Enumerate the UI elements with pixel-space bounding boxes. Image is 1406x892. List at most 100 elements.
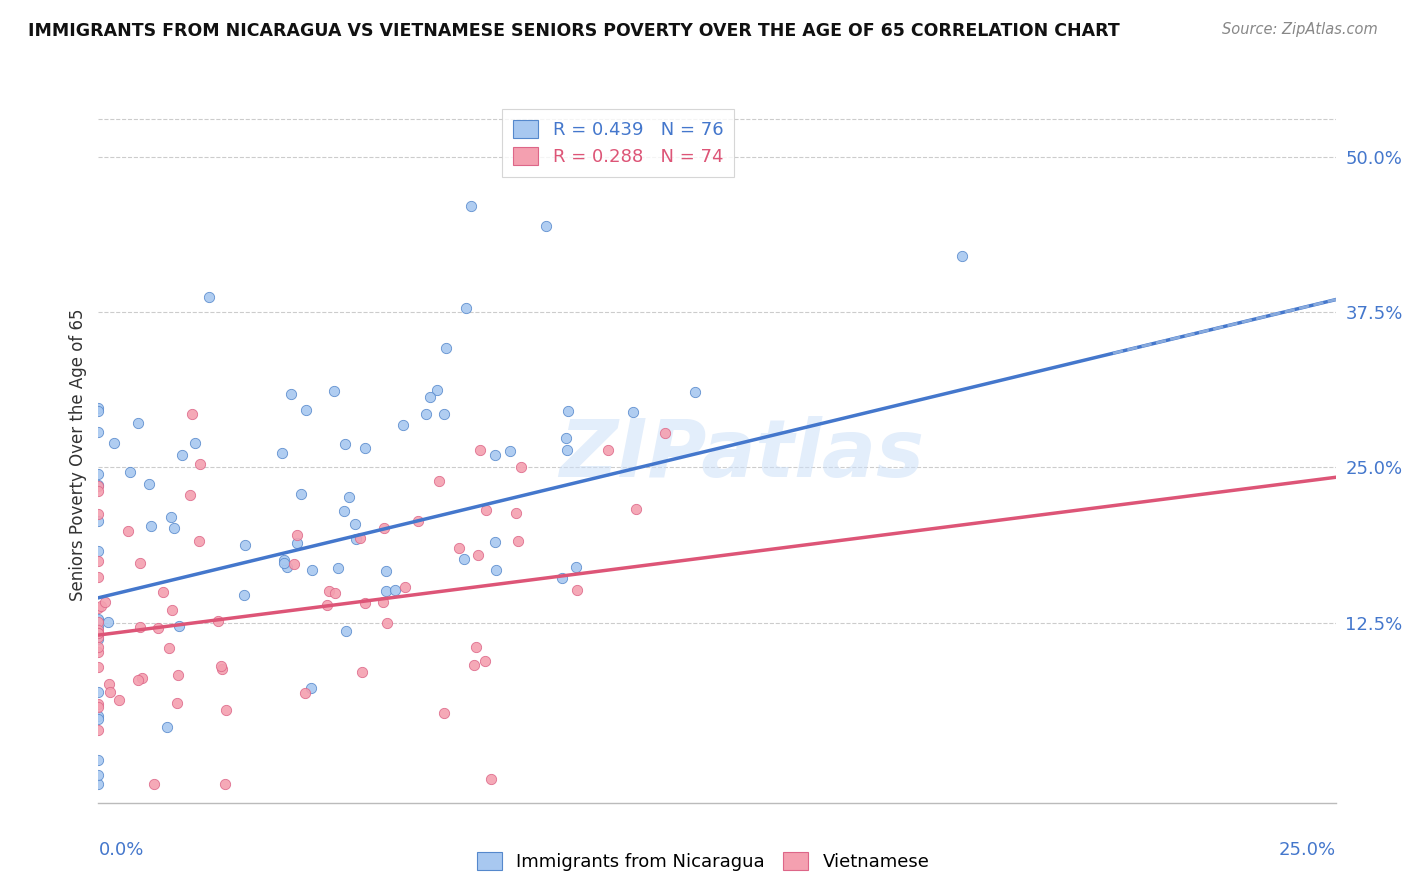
Point — [273, 553, 295, 567]
Point — [87, 467, 110, 482]
Point — [87, 483, 110, 498]
Point — [87, 514, 110, 528]
Point — [87, 684, 110, 698]
Point — [474, 503, 496, 517]
Point — [87, 697, 110, 711]
Point — [97, 615, 120, 629]
Point — [143, 777, 166, 791]
Point — [318, 583, 340, 598]
Point — [98, 685, 121, 699]
Point — [333, 437, 356, 451]
Point — [87, 632, 110, 646]
Point — [87, 712, 110, 726]
Point — [127, 673, 149, 687]
Point — [117, 524, 139, 538]
Point — [479, 772, 502, 786]
Point — [447, 541, 470, 556]
Point — [166, 697, 188, 711]
Point — [139, 519, 162, 533]
Point — [87, 626, 110, 640]
Point — [505, 506, 527, 520]
Point — [87, 478, 110, 492]
Point — [87, 544, 110, 558]
Point — [87, 753, 110, 767]
Point — [510, 459, 533, 474]
Point — [215, 703, 238, 717]
Point — [406, 514, 429, 528]
Point — [375, 584, 398, 599]
Point — [434, 341, 457, 355]
Point — [181, 407, 204, 421]
Point — [683, 385, 706, 400]
Point — [87, 700, 110, 714]
Point — [148, 621, 170, 635]
Point — [94, 594, 117, 608]
Point — [316, 598, 339, 612]
Point — [198, 290, 221, 304]
Point — [335, 624, 357, 639]
Point — [87, 613, 110, 627]
Point — [294, 685, 316, 699]
Point — [162, 603, 184, 617]
Point — [454, 301, 477, 316]
Point — [87, 644, 110, 658]
Point — [270, 445, 292, 459]
Point — [87, 612, 110, 626]
Point — [484, 535, 506, 549]
Point — [276, 560, 298, 574]
Legend: Immigrants from Nicaragua, Vietnamese: Immigrants from Nicaragua, Vietnamese — [470, 845, 936, 879]
Point — [273, 556, 295, 570]
Point — [138, 476, 160, 491]
Point — [163, 521, 186, 535]
Point — [426, 383, 449, 397]
Point — [290, 487, 312, 501]
Point — [283, 558, 305, 572]
Point — [179, 488, 201, 502]
Point — [484, 448, 506, 462]
Point — [103, 436, 125, 450]
Point — [344, 532, 367, 546]
Point — [460, 199, 482, 213]
Point — [187, 534, 209, 549]
Point — [87, 401, 110, 415]
Point — [624, 501, 647, 516]
Point — [384, 582, 406, 597]
Point — [285, 536, 308, 550]
Text: IMMIGRANTS FROM NICARAGUA VS VIETNAMESE SENIORS POVERTY OVER THE AGE OF 65 CORRE: IMMIGRANTS FROM NICARAGUA VS VIETNAMESE … — [28, 22, 1119, 40]
Text: 0.0%: 0.0% — [98, 841, 143, 859]
Point — [463, 658, 485, 673]
Point — [160, 509, 183, 524]
Point — [87, 640, 110, 654]
Point — [565, 559, 588, 574]
Point — [207, 614, 229, 628]
Point — [433, 407, 456, 421]
Point — [170, 449, 193, 463]
Point — [419, 390, 441, 404]
Point — [415, 407, 437, 421]
Point — [375, 615, 398, 630]
Point — [214, 777, 236, 791]
Point — [565, 583, 588, 598]
Point — [209, 659, 232, 673]
Point — [97, 677, 120, 691]
Point — [90, 599, 112, 614]
Point — [87, 777, 110, 791]
Point — [374, 564, 396, 578]
Point — [506, 533, 529, 548]
Point — [353, 596, 375, 610]
Point — [468, 443, 491, 458]
Point — [157, 640, 180, 655]
Point — [87, 404, 110, 418]
Point — [623, 405, 645, 419]
Point — [188, 457, 211, 471]
Point — [87, 478, 110, 492]
Point — [301, 563, 323, 577]
Point — [87, 554, 110, 568]
Point — [129, 620, 152, 634]
Point — [87, 659, 110, 673]
Point — [654, 425, 676, 440]
Point — [354, 441, 377, 455]
Point — [87, 767, 110, 781]
Point — [344, 516, 367, 531]
Point — [129, 556, 152, 570]
